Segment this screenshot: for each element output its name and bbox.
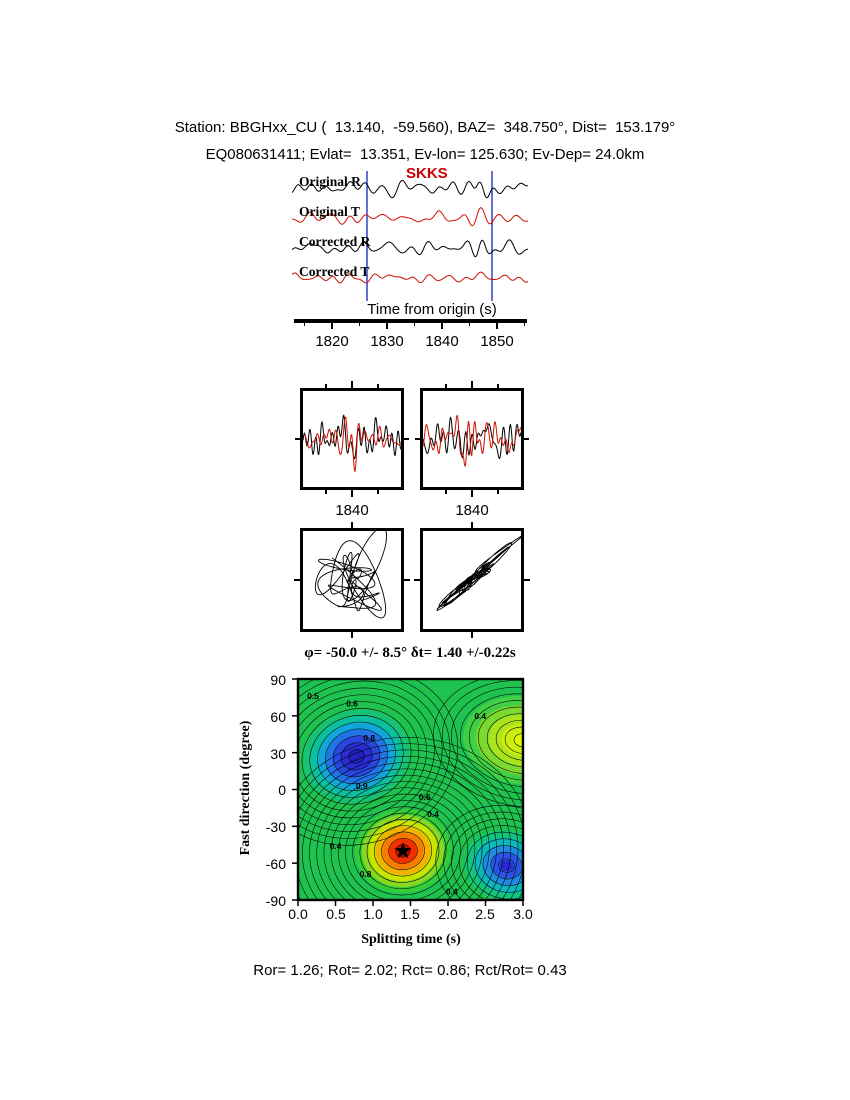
tick-mark <box>295 438 300 440</box>
time-tick-1850: 1850 <box>480 333 514 350</box>
contour-label: 0.4 <box>427 809 439 819</box>
tick-mark <box>497 384 499 388</box>
tick-mark <box>351 522 353 528</box>
trace-label-original-t: Original T <box>299 204 360 219</box>
xtick-0_0: 0.0 <box>288 906 308 922</box>
contour-label: 0.9 <box>356 781 368 791</box>
tick-mark <box>351 490 353 497</box>
particle-motion-corrected-plot <box>436 535 521 611</box>
xtick-2_0: 2.0 <box>438 906 458 922</box>
tick-mark <box>294 579 300 581</box>
time-axis-line <box>294 319 527 323</box>
contour-label: 0.4 <box>330 841 342 851</box>
panel-tick-right: 1840 <box>455 502 489 519</box>
tick-mark <box>524 438 529 440</box>
ytick-0: 0 <box>278 782 286 798</box>
contour-label: 0.4 <box>446 886 458 896</box>
tick-mark <box>497 490 499 494</box>
ytick-neg90: -90 <box>265 893 286 909</box>
station-header: Station: BBGHxx_CU ( 13.140, -59.560), B… <box>174 119 676 136</box>
tick-mark <box>413 322 416 326</box>
contour-label: 0.6 <box>419 792 431 802</box>
tick-mark <box>325 384 327 388</box>
contour-title: φ= -50.0 +/- 8.5° δt= 1.40 +/-0.22s <box>304 645 516 661</box>
tick-mark <box>331 322 333 329</box>
xtick-0_5: 0.5 <box>326 906 346 922</box>
tick-mark <box>441 322 443 329</box>
ytick-neg30: -30 <box>265 819 286 835</box>
waveform-traces-plot <box>292 171 528 301</box>
time-tick-1840: 1840 <box>425 333 459 350</box>
xtick-2_5: 2.5 <box>475 906 495 922</box>
contour-label: 0.6 <box>346 699 358 709</box>
ytick-90: 90 <box>270 672 286 688</box>
tick-mark <box>445 490 447 494</box>
tick-mark <box>414 579 420 581</box>
event-header: EQ080631411; Evlat= 13.351, Ev-lon= 125.… <box>205 146 645 163</box>
tick-mark <box>377 490 379 494</box>
particle-motion-panel-corrected <box>420 528 524 632</box>
tick-mark <box>377 384 379 388</box>
xtick-1_0: 1.0 <box>363 906 383 922</box>
xtick-3_0: 3.0 <box>513 906 533 922</box>
error-surface-plot: 0.5 0.6 0.4 0.8 0.9 0.6 0.4 0.4 0.8 0.4 <box>292 677 525 906</box>
splitting-time-axis-label: Splitting time (s) <box>361 932 461 947</box>
fast-direction-axis-label: Fast direction (degree) <box>238 720 253 856</box>
tick-mark <box>303 322 306 326</box>
tick-mark <box>445 384 447 388</box>
tick-mark <box>351 632 353 638</box>
window-waveforms-corrected-plot <box>423 414 521 467</box>
contour-label: 0.8 <box>360 869 372 879</box>
window-waveform-panel-original <box>300 388 404 490</box>
window-waveforms-original-plot <box>303 414 401 473</box>
ytick-30: 30 <box>270 746 286 762</box>
particle-motion-original-plot <box>314 531 387 619</box>
ytick-60: 60 <box>270 709 286 725</box>
contour-label: 0.5 <box>307 691 319 701</box>
tick-mark <box>468 322 471 326</box>
tick-mark <box>404 579 410 581</box>
results-line: Ror= 1.26; Rot= 2.02; Rct= 0.86; Rct/Rot… <box>253 962 567 979</box>
window-waveform-panel-corrected <box>420 388 524 490</box>
phase-label: SKKS <box>406 165 448 182</box>
trace-label-corrected-t: Corrected T <box>299 264 370 279</box>
tick-mark <box>523 322 526 326</box>
contour-label: 0.4 <box>474 711 486 721</box>
tick-mark <box>524 579 530 581</box>
tick-mark <box>415 438 420 440</box>
trace-label-original-r: Original R <box>299 174 361 189</box>
trace-label-corrected-r: Corrected R <box>299 234 371 249</box>
tick-mark <box>325 490 327 494</box>
tick-mark <box>404 438 409 440</box>
tick-mark <box>471 381 473 388</box>
tick-mark <box>471 522 473 528</box>
best-fit-star <box>394 841 412 859</box>
tick-mark <box>471 632 473 638</box>
tick-mark <box>351 381 353 388</box>
tick-mark <box>386 322 388 329</box>
time-tick-1830: 1830 <box>370 333 404 350</box>
panel-tick-left: 1840 <box>335 502 369 519</box>
ytick-neg60: -60 <box>265 856 286 872</box>
contour-label: 0.8 <box>363 733 375 743</box>
tick-mark <box>358 322 361 326</box>
tick-mark <box>496 322 498 329</box>
xtick-1_5: 1.5 <box>400 906 420 922</box>
tick-mark <box>471 490 473 497</box>
particle-motion-panel-original <box>300 528 404 632</box>
time-axis-label: Time from origin (s) <box>367 301 497 318</box>
time-tick-1820: 1820 <box>315 333 349 350</box>
